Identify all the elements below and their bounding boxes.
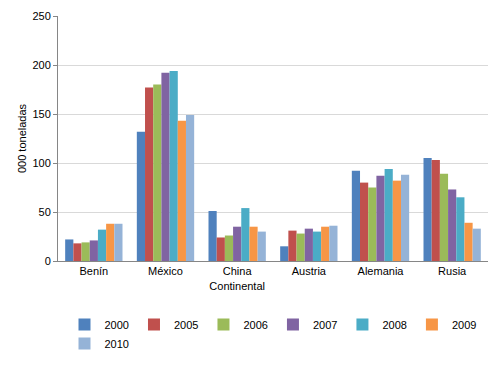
svg-text:ChinaContinental: ChinaContinental [209, 265, 265, 291]
svg-text:0: 0 [45, 255, 51, 267]
svg-text:2010: 2010 [105, 338, 129, 350]
svg-text:2006: 2006 [243, 319, 267, 331]
svg-text:2000: 2000 [105, 319, 129, 331]
svg-text:2005: 2005 [174, 319, 198, 331]
svg-text:Austria: Austria [292, 265, 327, 277]
svg-text:Alemania: Alemania [358, 265, 405, 277]
svg-text:Benín: Benín [79, 265, 108, 277]
svg-text:2009: 2009 [452, 319, 476, 331]
svg-text:Rusia: Rusia [438, 265, 467, 277]
svg-text:2008: 2008 [382, 319, 406, 331]
svg-text:50: 50 [39, 206, 51, 218]
svg-text:250: 250 [32, 10, 50, 22]
svg-text:200: 200 [32, 59, 50, 71]
svg-text:100: 100 [32, 157, 50, 169]
svg-text:000 toneladas: 000 toneladas [16, 103, 28, 173]
svg-text:México: México [148, 265, 183, 277]
svg-text:150: 150 [32, 108, 50, 120]
svg-text:2007: 2007 [313, 319, 337, 331]
